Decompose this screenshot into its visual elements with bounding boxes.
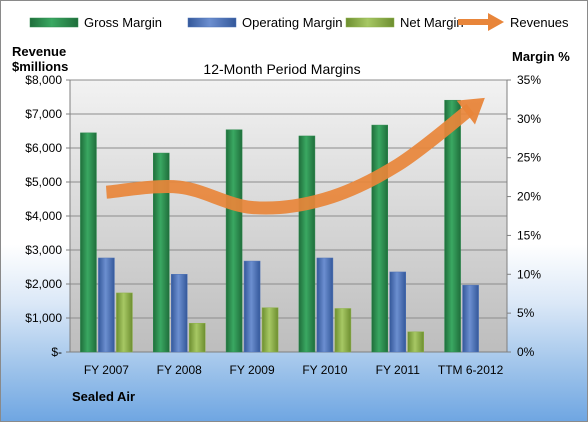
category-label: FY 2008 (157, 363, 202, 377)
operating-margin-bar (462, 284, 479, 353)
right-tick-label: 10% (517, 267, 541, 281)
left-tick-label: $3,000 (25, 243, 62, 257)
right-axis-title: Margin % (512, 49, 570, 64)
right-tick-label: 25% (517, 151, 541, 165)
category-label: FY 2010 (302, 363, 347, 377)
operating-margin-bar (171, 274, 188, 353)
revenues-line (105, 103, 475, 215)
net-margin-bar (116, 292, 133, 353)
right-tick-label: 35% (517, 73, 541, 87)
left-tick-label: $2,000 (25, 277, 62, 291)
net-margin-bar (334, 308, 352, 353)
operating-margin-legend-swatch (187, 17, 237, 28)
category-label: FY 2011 (376, 363, 421, 377)
right-tick-label: 30% (517, 112, 541, 126)
left-tick-label: $7,000 (25, 107, 62, 121)
gross-margin-bar (298, 135, 316, 353)
chart-title: 12-Month Period Margins (203, 61, 360, 77)
operating-margin-bar (389, 271, 406, 353)
left-axis-title-line2: $millions (12, 59, 69, 74)
gross-margin-legend-swatch (29, 17, 79, 28)
net-margin-bar (189, 322, 206, 353)
net-margin-legend-swatch (345, 17, 395, 28)
gross-margin-bar (80, 132, 97, 353)
left-tick-label: $5,000 (25, 175, 62, 189)
operating-margin-bar (98, 257, 115, 353)
operating-margin-bar (243, 260, 261, 353)
gross-margin-bar (444, 99, 461, 353)
category-label: FY 2007 (84, 363, 129, 377)
left-axis-title-line1: Revenue (12, 44, 67, 59)
left-tick-label: $4,000 (25, 209, 62, 223)
left-axis-title: Revenue $millions (12, 44, 68, 74)
left-tick-label: $6,000 (25, 141, 62, 155)
left-tick-label: $1,000 (25, 311, 62, 325)
right-tick-label: 5% (517, 306, 535, 320)
category-label: FY 2009 (230, 363, 275, 377)
left-tick-label: $- (51, 345, 62, 359)
legend-label: Net Margin (400, 15, 464, 30)
gross-margin-bar (371, 124, 388, 353)
revenues-arrowhead (456, 97, 485, 125)
net-margin-bar (407, 331, 424, 353)
right-tick-label: 0% (517, 345, 535, 359)
right-tick-label: 20% (517, 190, 541, 204)
legend-label: Operating Margin (242, 15, 342, 30)
legend-label: Gross Margin (84, 15, 162, 30)
operating-margin-bar (316, 257, 334, 353)
right-tick-label: 15% (517, 228, 541, 242)
net-margin-bar (261, 307, 279, 353)
revenues-legend-arrow (488, 13, 504, 31)
legend-label: Revenues (510, 15, 569, 30)
gross-margin-bar (225, 129, 243, 353)
left-tick-label: $8,000 (25, 73, 62, 87)
gross-margin-bar (153, 152, 170, 353)
company-name: Sealed Air (72, 389, 136, 404)
category-label: TTM 6-2012 (438, 363, 504, 377)
